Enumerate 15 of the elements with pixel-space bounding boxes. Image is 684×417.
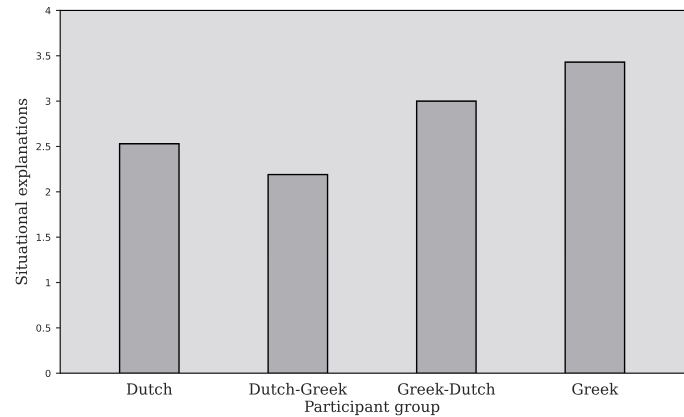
- x-tick-label: Dutch-Greek: [249, 382, 348, 395]
- y-axis-title: Situational explanations: [15, 98, 30, 284]
- x-tick-label: Greek: [572, 382, 618, 395]
- x-tick-label: Greek-Dutch: [398, 382, 496, 395]
- y-tick-label: 3: [46, 98, 50, 105]
- y-tick-label: 3.5: [36, 52, 50, 60]
- y-tick-label: 0.5: [36, 324, 50, 332]
- y-tick-label: 4: [45, 7, 51, 14]
- y-tick-label: 2.5: [36, 142, 50, 150]
- x-tick-label: Dutch: [126, 382, 172, 395]
- y-tick-label: 0: [46, 370, 51, 378]
- y-tick-label: 1.5: [36, 234, 50, 241]
- y-tick-label: 1: [46, 279, 50, 286]
- y-tick-label: 2: [46, 188, 50, 196]
- x-axis-title: Participant group: [304, 400, 440, 416]
